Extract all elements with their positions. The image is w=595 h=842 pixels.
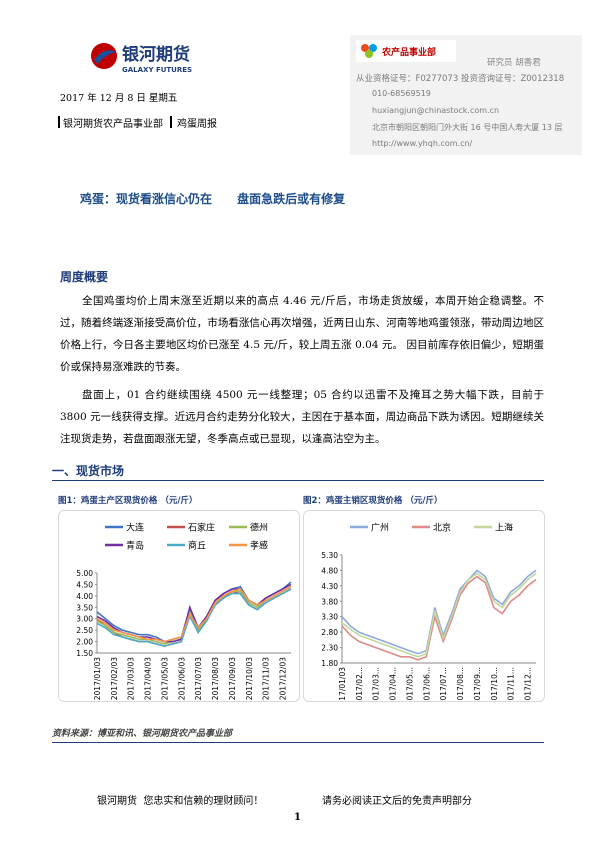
phone: 010-68569519 (372, 89, 431, 98)
bar (170, 116, 172, 128)
chart: 1.50 2.00 2.50 3.00 3.50 4.00 4.50 5.00 2017/01/… (58, 510, 300, 702)
y-tick-label: 4.00 (76, 592, 93, 601)
series-line (341, 575, 537, 661)
y-tick-label: 1.80 (321, 659, 338, 668)
legend-label: 广州 (371, 522, 389, 534)
figure-caption: 图1：鸡蛋主产区现货价格 （元/斤） (58, 496, 198, 506)
figure-caption: 图2：鸡蛋主销区现货价格 （元/斤） (303, 496, 443, 506)
y-tick-label: 4.30 (321, 582, 338, 591)
logo-en: GALAXY FUTURES (122, 66, 192, 74)
x-tick-label: 2017/07/03 (194, 657, 203, 700)
series-line (96, 585, 292, 643)
series-line (341, 572, 537, 658)
paragraph: 全国鸡蛋均价上周末涨至近期以来的高点 4.46 元/斤后，市场走货放缓，本周开始… (60, 295, 544, 373)
x-tick-label: 2017/08/03 (211, 657, 220, 700)
logo-swoosh (94, 50, 116, 64)
legend-label: 商丘 (188, 540, 206, 552)
address: 北京市朝阳区朝阳门外大街 16 号中国人寿大厦 13 层 (372, 123, 563, 132)
series-line (341, 569, 537, 655)
series-line (96, 588, 292, 647)
y-tick-label: 3.80 (321, 597, 338, 606)
summary-heading: 周度概要 (60, 270, 109, 284)
contact-icon (361, 44, 377, 58)
y-tick-label: 5.30 (321, 551, 338, 560)
disclaimer: 请务必阅读正文后的免责声明部分 (322, 796, 472, 807)
legend-label: 青岛 (126, 540, 144, 552)
chart: 1.80 2.30 2.80 3.30 3.80 4.30 4.80 5.30 2017/01/… (303, 510, 545, 702)
x-tick-label: 2017/07... (439, 667, 448, 702)
y-tick-label: 2.80 (321, 628, 338, 637)
x-tick-label: 2017/04/03 (144, 657, 153, 700)
series-line (96, 585, 292, 645)
paragraph: 盘面上，01 合约继续围绕 4500 元一线整理；05 合约以迅雷不及掩耳之势大… (60, 389, 544, 445)
researcher: 研究员 胡香君 (487, 58, 541, 68)
x-tick-label: 2017/11/03 (262, 657, 271, 700)
x-tick-label: 2017/02/03 (110, 657, 119, 700)
y-tick-label: 2.50 (76, 626, 93, 635)
page-number: 1 (294, 812, 301, 823)
email: huxiangjun@chinastock.com.cn (372, 106, 500, 115)
bar (58, 116, 60, 128)
title: 鸡蛋：现货看涨信心仍在 盘面急跌后或有修复 (80, 192, 346, 206)
legend-label: 石家庄 (188, 522, 215, 534)
y-tick-label: 4.50 (76, 580, 93, 589)
y-tick-label: 1.50 (76, 649, 93, 658)
x-tick-label: 2017/01/03 (93, 657, 102, 700)
x-tick-label: 2017/03... (372, 667, 381, 702)
x-tick-label: 2017/03/03 (127, 657, 136, 700)
y-tick-label: 3.50 (76, 603, 93, 612)
legend-label: 德州 (250, 522, 268, 534)
y-tick-label: 2.00 (76, 638, 93, 647)
legend-label: 孝感 (250, 540, 268, 552)
y-tick-label: 4.80 (321, 566, 338, 575)
x-tick-label: 2017/06/03 (177, 657, 186, 700)
report-name: 鸡蛋周报 (177, 119, 217, 130)
y-tick-label: 2.30 (321, 644, 338, 653)
x-tick-label: 2017/04... (389, 667, 398, 702)
date: 2017 年 12 月 8 日 星期五 (60, 93, 178, 104)
contact-dept: 农产品事业部 (382, 48, 437, 58)
x-tick-label: 2017/09... (473, 667, 482, 702)
y-tick-label: 3.00 (76, 615, 93, 624)
legend-label: 上海 (495, 522, 513, 534)
logo-cn: 银河期货 (122, 44, 190, 65)
rule (52, 742, 544, 743)
x-tick-label: 2017/09/03 (228, 657, 237, 700)
x-tick-label: 2017/05/03 (160, 657, 169, 700)
x-tick-label: 2017/06... (422, 667, 431, 702)
x-tick-label: 2017/02... (355, 667, 364, 702)
legend-label: 大连 (126, 522, 144, 534)
section-heading: 一、现货市场 (52, 464, 125, 478)
legend-label: 北京 (433, 522, 451, 534)
contact-logo-bg (356, 40, 456, 62)
x-tick-label: 2017/12... (524, 667, 533, 702)
x-tick-label: 2017/10... (490, 667, 499, 702)
x-tick-label: 2017/01/03 (338, 667, 347, 702)
dept-name: 银河期货农产品事业部 (63, 119, 163, 130)
x-tick-label: 2017/08... (456, 667, 465, 702)
y-tick-label: 5.00 (76, 569, 93, 578)
x-tick-label: 2017/10/03 (245, 657, 254, 700)
y-tick-label: 3.30 (321, 613, 338, 622)
website: http://www.yhqh.com.cn/ (372, 139, 473, 148)
rule (52, 480, 544, 481)
x-tick-label: 2017/11... (507, 667, 516, 702)
license: 从业资格证号：F0277073 投资咨询证号：Z0012318 (356, 74, 565, 84)
x-tick-label: 2017/05... (405, 667, 414, 702)
logo: 银河期货 GALAXY FUTURES (91, 43, 192, 74)
x-tick-label: 2017/12/03 (279, 657, 288, 700)
source: 资料来源：博亚和讯、银河期货农产品事业部 (52, 729, 233, 739)
slogan: 银河期货 您忠实和信赖的理财顾问！ (97, 796, 264, 807)
